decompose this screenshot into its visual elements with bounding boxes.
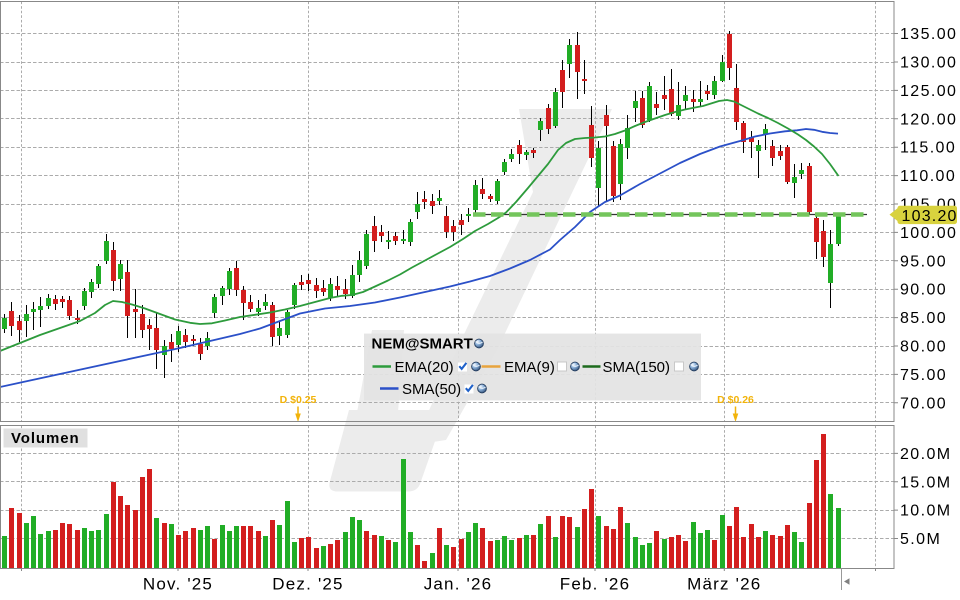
- svg-text:125.00: 125.00: [900, 83, 957, 100]
- svg-text:10.0M: 10.0M: [900, 503, 951, 520]
- svg-text:95.00: 95.00: [900, 253, 947, 270]
- svg-text:Volumen: Volumen: [11, 430, 80, 447]
- svg-text:110.00: 110.00: [900, 168, 956, 185]
- svg-text:115.00: 115.00: [900, 140, 956, 157]
- svg-text:20.0M: 20.0M: [900, 446, 951, 463]
- svg-text:SMA(150): SMA(150): [603, 359, 671, 376]
- svg-text:100.00: 100.00: [900, 225, 957, 242]
- svg-text:EMA(20): EMA(20): [395, 359, 454, 376]
- svg-text:85.00: 85.00: [900, 310, 947, 327]
- svg-text:15.0M: 15.0M: [900, 474, 951, 491]
- svg-text:D $0.25: D $0.25: [280, 394, 317, 406]
- svg-text:70.00: 70.00: [900, 395, 947, 412]
- svg-text:130.00: 130.00: [900, 55, 957, 72]
- svg-text:103.20: 103.20: [902, 208, 958, 225]
- svg-text:75.00: 75.00: [900, 367, 947, 384]
- svg-text:90.00: 90.00: [900, 282, 947, 299]
- svg-text:135.00: 135.00: [900, 26, 957, 43]
- svg-text:5.0M: 5.0M: [900, 531, 941, 548]
- svg-text:EMA(9): EMA(9): [504, 359, 555, 376]
- svg-text:80.00: 80.00: [900, 339, 947, 356]
- svg-text:März '26: März '26: [687, 575, 761, 594]
- svg-text:Dez. '25: Dez. '25: [272, 575, 343, 594]
- svg-text:Nov. '25: Nov. '25: [143, 575, 213, 594]
- svg-text:120.00: 120.00: [900, 111, 957, 128]
- svg-text:Feb. '26: Feb. '26: [560, 575, 631, 594]
- svg-text:NEM@SMART: NEM@SMART: [372, 336, 473, 353]
- svg-text:Jan. '26: Jan. '26: [424, 575, 493, 594]
- svg-text:D $0.26: D $0.26: [717, 394, 754, 406]
- svg-text:SMA(50): SMA(50): [402, 381, 461, 398]
